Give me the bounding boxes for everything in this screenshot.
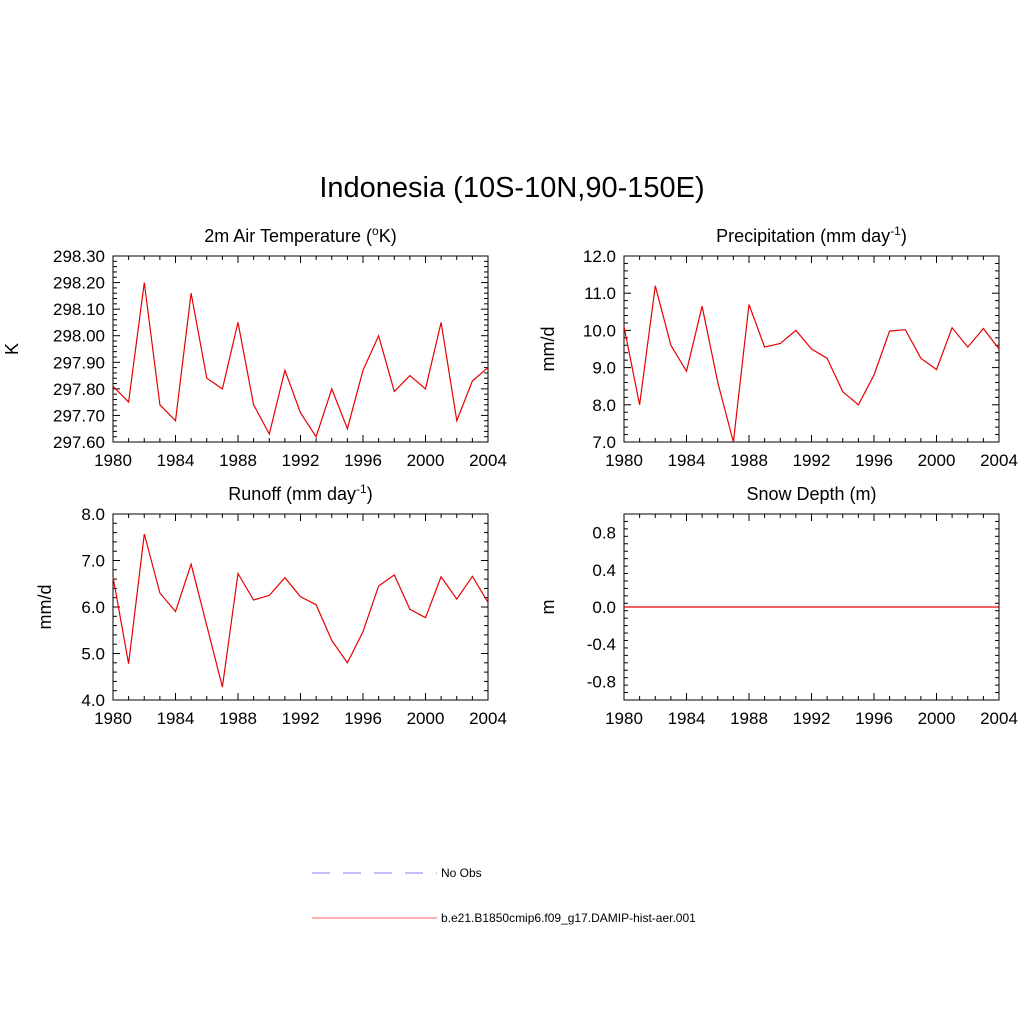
x-tick-label: 1988 bbox=[219, 709, 257, 728]
x-tick-label: 1988 bbox=[730, 451, 768, 470]
x-tick-label: 2004 bbox=[980, 709, 1018, 728]
panel-title-main: 2m Air Temperature ( bbox=[204, 226, 372, 246]
panel-title-main: Runoff (mm day bbox=[228, 484, 356, 504]
y-tick-label: 7.0 bbox=[592, 433, 616, 452]
y-tick-label: -0.4 bbox=[587, 635, 616, 654]
y-tick-label: 6.0 bbox=[81, 598, 105, 617]
x-tick-label: 1992 bbox=[793, 451, 831, 470]
y-axis-label: m bbox=[538, 600, 558, 615]
panel-title: Precipitation (mm day-1) bbox=[716, 224, 907, 246]
x-tick-label: 1980 bbox=[94, 709, 132, 728]
y-tick-label: -0.8 bbox=[587, 672, 616, 691]
y-tick-label: 298.00 bbox=[53, 327, 105, 346]
panel-title: Snow Depth (m) bbox=[746, 484, 876, 504]
legend-label-no-obs: No Obs bbox=[441, 866, 482, 880]
panel-1: 1980 1984 1988 1992 1996 2000 2004 297.60 297.70… bbox=[2, 224, 507, 470]
x-tick-label: 1984 bbox=[157, 451, 195, 470]
x-tick-label: 1996 bbox=[344, 451, 382, 470]
panel-4: 1980 1984 1988 1992 1996 2000 2004 -0.8 -0.4 0.0 0… bbox=[538, 484, 1018, 728]
y-tick-label: 297.70 bbox=[53, 406, 105, 425]
x-tick-label: 2000 bbox=[407, 709, 445, 728]
y-tick-label: 4.0 bbox=[81, 691, 105, 710]
panel-title-after: ) bbox=[367, 484, 373, 504]
panel-title-superscript: o bbox=[372, 224, 379, 238]
y-axis-label: mm/d bbox=[35, 585, 55, 630]
panel-title-main: Snow Depth (m) bbox=[746, 484, 876, 504]
series-line-1 bbox=[112, 533, 489, 688]
y-tick-label: 297.90 bbox=[53, 353, 105, 372]
y-tick-label: 0.0 bbox=[592, 598, 616, 617]
x-tick-label: 1984 bbox=[668, 709, 706, 728]
main-title: Indonesia (10S-10N,90-150E) bbox=[319, 172, 705, 204]
panels: 1980 1984 1988 1992 1996 2000 2004 297.60 297.70… bbox=[2, 224, 1018, 728]
panel-title-main: Precipitation (mm day bbox=[716, 226, 890, 246]
x-tick-label: 1988 bbox=[219, 451, 257, 470]
series-line-1 bbox=[623, 285, 1000, 443]
x-tick-label: 2004 bbox=[469, 451, 507, 470]
y-tick-label: 297.60 bbox=[53, 433, 105, 452]
x-tick-label: 2004 bbox=[469, 709, 507, 728]
x-tick-label: 2000 bbox=[407, 451, 445, 470]
y-axis-label: mm/d bbox=[538, 327, 558, 372]
x-tick-label: 1992 bbox=[793, 709, 831, 728]
y-tick-label: 0.4 bbox=[592, 561, 616, 580]
x-tick-label: 1996 bbox=[855, 709, 893, 728]
x-tick-label: 1988 bbox=[730, 709, 768, 728]
y-axis-label: K bbox=[2, 343, 22, 355]
panel-title-superscript: -1 bbox=[890, 224, 901, 238]
x-tick-label: 1992 bbox=[282, 709, 320, 728]
x-tick-label: 1984 bbox=[157, 709, 195, 728]
y-tick-label: 0.8 bbox=[592, 524, 616, 543]
panel-2: 1980 1984 1988 1992 1996 2000 2004 7.0 8.0 9.0 10.… bbox=[538, 224, 1018, 470]
panel-title-superscript: -1 bbox=[356, 482, 367, 496]
x-tick-label: 2000 bbox=[918, 451, 956, 470]
x-tick-label: 1980 bbox=[605, 709, 643, 728]
y-tick-label: 298.20 bbox=[53, 274, 105, 293]
x-tick-label: 1984 bbox=[668, 451, 706, 470]
y-tick-label: 298.30 bbox=[53, 247, 105, 266]
x-tick-label: 2004 bbox=[980, 451, 1018, 470]
y-tick-label: 8.0 bbox=[81, 505, 105, 524]
x-tick-label: 1980 bbox=[605, 451, 643, 470]
x-tick-label: 1992 bbox=[282, 451, 320, 470]
series-line-1 bbox=[112, 282, 489, 439]
panel-3: 1980 1984 1988 1992 1996 2000 2004 4.0 5.0 6.0 7.0… bbox=[35, 482, 507, 728]
x-tick-label: 2000 bbox=[918, 709, 956, 728]
y-tick-label: 8.0 bbox=[592, 396, 616, 415]
y-tick-label: 297.80 bbox=[53, 380, 105, 399]
panel-title: Runoff (mm day-1) bbox=[228, 482, 372, 504]
legend: No Obs b.e21.B1850cmip6.f09_g17.DAMIP-hi… bbox=[312, 866, 696, 925]
y-tick-label: 7.0 bbox=[81, 552, 105, 571]
y-tick-label: 298.10 bbox=[53, 300, 105, 319]
panel-title-after: K) bbox=[379, 226, 397, 246]
x-tick-label: 1996 bbox=[344, 709, 382, 728]
panel-title: 2m Air Temperature (oK) bbox=[204, 224, 396, 246]
x-tick-label: 1996 bbox=[855, 451, 893, 470]
y-tick-label: 10.0 bbox=[583, 321, 616, 340]
x-tick-label: 1980 bbox=[94, 451, 132, 470]
panel-title-after: ) bbox=[901, 226, 907, 246]
y-tick-label: 9.0 bbox=[592, 359, 616, 378]
plot-frame bbox=[112, 513, 489, 701]
legend-label-model: b.e21.B1850cmip6.f09_g17.DAMIP-hist-aer.… bbox=[441, 911, 696, 925]
y-tick-label: 5.0 bbox=[81, 645, 105, 664]
y-tick-label: 12.0 bbox=[583, 247, 616, 266]
y-tick-label: 11.0 bbox=[584, 284, 616, 303]
